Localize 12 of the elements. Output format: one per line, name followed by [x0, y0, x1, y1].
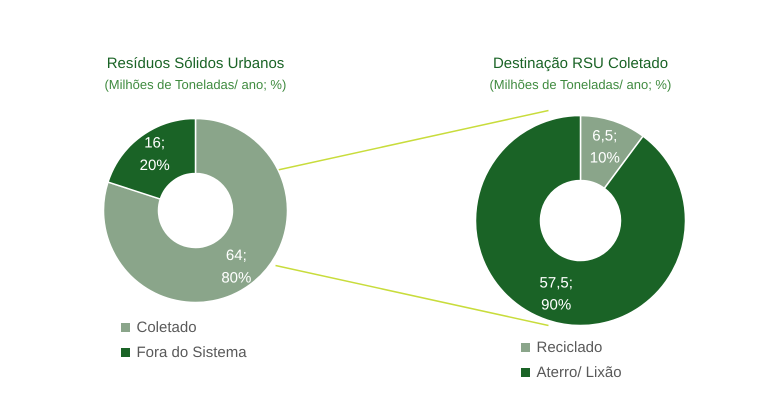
chart-subtitle: (Milhões de Toneladas/ ano; %) — [489, 77, 672, 92]
chart-title: Resíduos Sólidos Urbanos — [106, 55, 284, 72]
legend-label: Coletado — [136, 319, 197, 336]
legend-label: Aterro/ Lixão — [536, 364, 622, 381]
data-label: 57,5; 90% — [540, 274, 573, 314]
chart-subtitle: (Milhões de Toneladas/ ano; %) — [104, 77, 286, 92]
data-label: 6,5; 10% — [590, 127, 620, 166]
data-label: 16; 20% — [140, 134, 170, 174]
legend-label: Fora do Sistema — [136, 344, 248, 361]
data-label: 64; 80% — [221, 247, 252, 286]
legend-label: Reciclado — [536, 339, 602, 356]
chart-title: Destinação RSU Coletado — [492, 55, 668, 72]
